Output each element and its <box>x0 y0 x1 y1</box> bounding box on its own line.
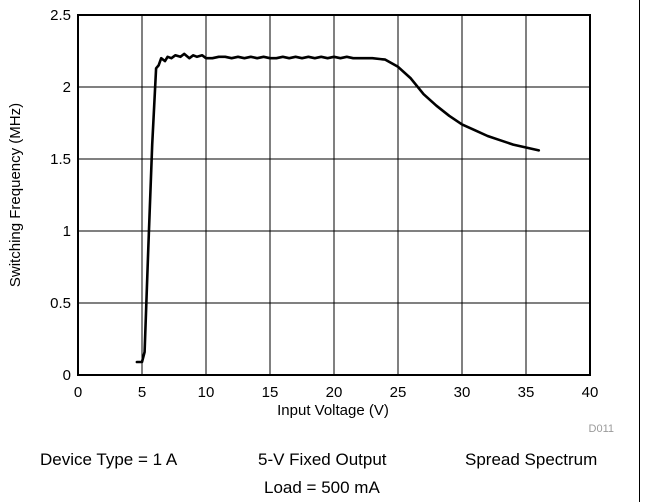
x-tick-label: 30 <box>454 384 471 401</box>
line-chart: 0 5 10 15 20 25 30 35 40 0 0.5 1 1.5 2 2.5 Input Voltag… <box>7 7 614 435</box>
y-tick-label: 2.5 <box>50 7 71 24</box>
x-tick-label: 5 <box>138 384 146 401</box>
x-tick-label: 10 <box>198 384 215 401</box>
x-tick-label: 35 <box>518 384 535 401</box>
y-tick-label: 1.5 <box>50 151 71 168</box>
caption-spectrum: Spread Spectrum <box>465 450 598 469</box>
x-tick-label: 25 <box>390 384 407 401</box>
y-tick-label: 0.5 <box>50 295 71 312</box>
y-tick-label: 0 <box>63 367 71 384</box>
y-tick-label: 1 <box>63 223 71 240</box>
x-axis-title: Input Voltage (V) <box>277 402 389 419</box>
x-tick-label: 20 <box>326 384 343 401</box>
series-line <box>135 52 541 364</box>
figure-id-label: D011 <box>589 423 614 435</box>
x-tick-label: 15 <box>262 384 279 401</box>
caption-device-type: Device Type = 1 A <box>40 450 178 469</box>
x-tick-label: 40 <box>582 384 599 401</box>
caption-output: 5-V Fixed Output <box>258 450 387 469</box>
y-tick-label: 2 <box>63 79 71 96</box>
x-tick-label: 0 <box>74 384 82 401</box>
plot-frame <box>77 14 591 376</box>
right-border-rule <box>639 0 640 502</box>
y-axis-title: Switching Frequency (MHz) <box>7 103 24 287</box>
caption-load: Load = 500 mA <box>264 478 380 497</box>
